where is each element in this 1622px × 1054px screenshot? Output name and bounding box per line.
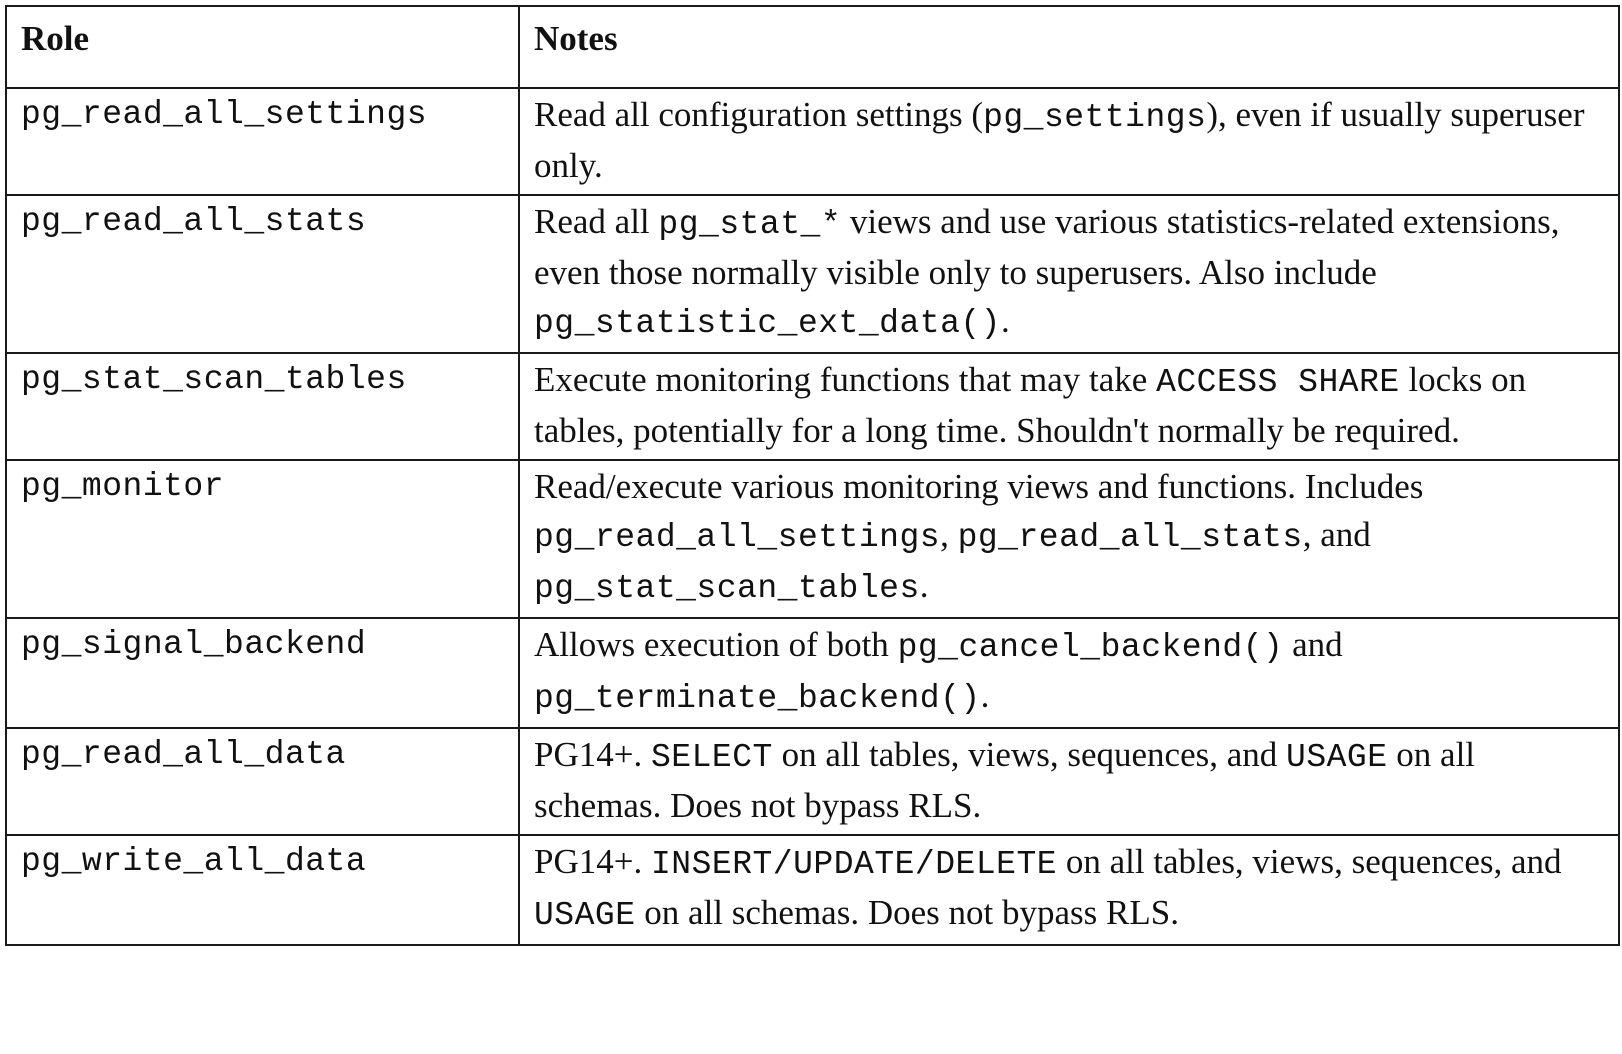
- table-row: pg_read_all_settings Read all configurati…: [5, 87, 1620, 196]
- note-text: on all tables, views, sequences, and: [772, 735, 1287, 774]
- note-text: on all schemas. Does not bypass RLS.: [534, 735, 1476, 825]
- note-text: .: [1000, 301, 1010, 340]
- note-text: Read all configuration settings (: [534, 95, 984, 134]
- role-notes-cell: PG14+. SELECT on all tables, views, sequ…: [518, 727, 1620, 836]
- inline-code: ACCESS SHARE: [1156, 364, 1400, 401]
- inline-code: pg_stat_scan_tables: [534, 570, 920, 607]
- note-text: ,: [940, 515, 958, 554]
- table-row: pg_stat_scan_tables Execute monitoring fu…: [5, 352, 1620, 461]
- note-text: Read all: [534, 202, 659, 241]
- role-name-cell: pg_stat_scan_tables: [5, 352, 520, 461]
- note-text: and: [1283, 625, 1343, 664]
- role-name-cell: pg_monitor: [5, 459, 520, 619]
- note-text: PG14+.: [534, 735, 651, 774]
- table-header: Role Notes: [5, 5, 1620, 89]
- inline-code: pg_cancel_backend(): [897, 629, 1284, 666]
- role-notes-cell: Read all configuration settings (pg_sett…: [518, 87, 1620, 196]
- table-row: pg_read_all_data PG14+. SELECT on all tab…: [5, 727, 1620, 836]
- inline-code: pg_settings: [983, 99, 1207, 136]
- role-notes-cell: Allows execution of both pg_cancel_backe…: [518, 617, 1620, 729]
- inline-code: USAGE: [534, 897, 636, 934]
- role-notes-cell: Read all pg_stat_* views and use various…: [518, 194, 1620, 354]
- note-text: , and: [1302, 515, 1371, 554]
- roles-table: Role Notes pg_read_all_settings Read all …: [5, 5, 1620, 946]
- inline-code: pg_statistic_ext_data(): [534, 305, 1001, 342]
- note-text: .: [980, 676, 990, 715]
- inline-code: USAGE: [1286, 739, 1388, 776]
- role-name-cell: pg_signal_backend: [5, 617, 520, 729]
- note-text: on all tables, views, sequences, and: [1057, 842, 1562, 881]
- table-row: pg_signal_backend Allows execution of bot…: [5, 617, 1620, 729]
- note-text: on all schemas. Does not bypass RLS.: [635, 893, 1179, 932]
- notes-column-header: Notes: [518, 5, 1620, 89]
- inline-code: pg_terminate_backend(): [534, 680, 981, 717]
- note-text: .: [919, 566, 929, 605]
- note-text: locks on tables, potentially for a long …: [534, 360, 1527, 450]
- inline-code: pg_read_all_stats: [957, 519, 1303, 556]
- role-name-cell: pg_read_all_settings: [5, 87, 520, 196]
- role-name-cell: pg_read_all_data: [5, 727, 520, 836]
- role-name-cell: pg_read_all_stats: [5, 194, 520, 354]
- note-text: Allows execution of both: [534, 625, 898, 664]
- inline-code: INSERT/UPDATE/DELETE: [650, 846, 1058, 883]
- note-text: Read/execute various monitoring views an…: [534, 467, 1424, 506]
- inline-code: SELECT: [650, 739, 773, 776]
- role-name-cell: pg_write_all_data: [5, 834, 520, 946]
- note-text: views and use various statistics-related…: [534, 202, 1560, 292]
- inline-code: pg_stat_*: [658, 206, 842, 243]
- header-row: Role Notes: [5, 5, 1620, 89]
- role-notes-cell: PG14+. INSERT/UPDATE/DELETE on all table…: [518, 834, 1620, 946]
- role-column-header: Role: [5, 5, 520, 89]
- table-row: pg_monitor Read/execute various monitorin…: [5, 459, 1620, 619]
- table-row: pg_write_all_data PG14+. INSERT/UPDATE/DE…: [5, 834, 1620, 946]
- note-text: Execute monitoring functions that may ta…: [534, 360, 1157, 399]
- inline-code: pg_read_all_settings: [534, 519, 941, 556]
- table-row: pg_read_all_stats Read all pg_stat_* view…: [5, 194, 1620, 354]
- role-notes-cell: Execute monitoring functions that may ta…: [518, 352, 1620, 461]
- note-text: ), even if usually superuser only.: [534, 95, 1585, 185]
- note-text: PG14+.: [534, 842, 651, 881]
- table-body: pg_read_all_settings Read all configurati…: [5, 87, 1620, 946]
- role-notes-cell: Read/execute various monitoring views an…: [518, 459, 1620, 619]
